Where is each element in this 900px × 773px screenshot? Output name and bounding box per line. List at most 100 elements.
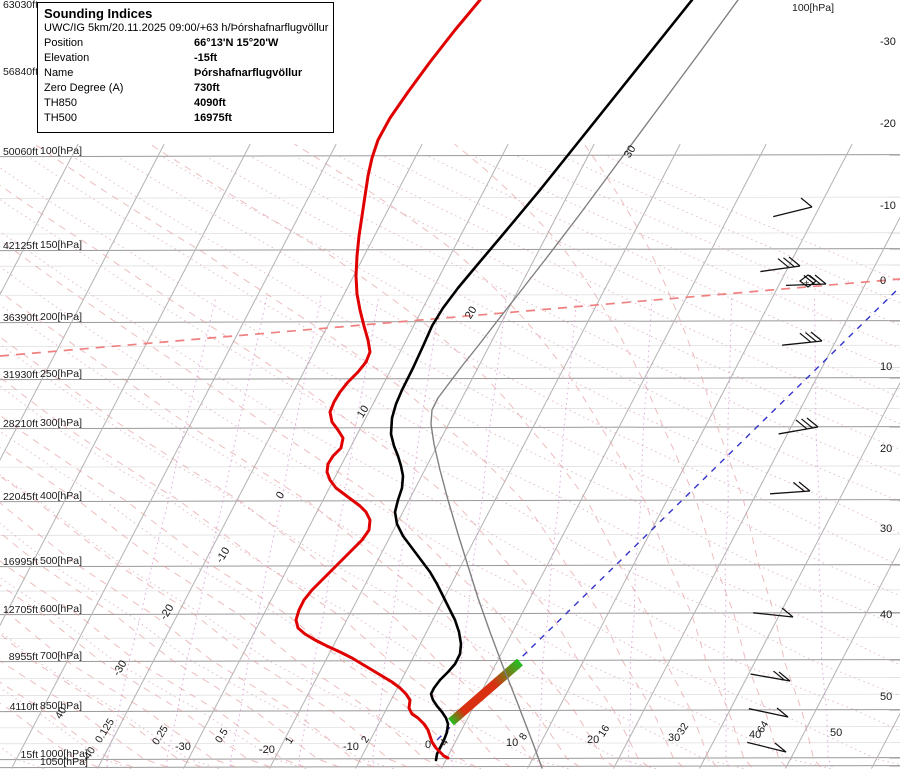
right-temp-label-20: 20 [880,443,893,455]
isotherm-line [699,381,900,769]
pressure-label-400: 400[hPa] [40,490,83,502]
isobar-line [0,426,900,430]
dry-adiabat [427,155,900,373]
isotherm-line [785,547,900,769]
bottom-temp-label-0: 0 [425,739,432,751]
isobar-line [0,564,900,568]
moist-adiabat [0,239,615,768]
bottom-temp-label-10: 10 [506,737,519,749]
dry-adiabat [0,577,307,770]
isotherm-line [0,143,251,627]
dry-adiabat [249,155,900,476]
moist-adiabat [0,660,168,768]
bottom-temp-label--10: -10 [343,741,359,753]
wind-barb [778,417,819,435]
moist-adiabat [0,475,409,768]
right-temp-label-50: 50 [880,691,893,703]
dry-adiabat [605,155,900,282]
isobar-minor [0,533,900,536]
profile-dewpoint [294,0,482,760]
isobar-minor [0,294,900,296]
altitude-label-0: 63030ft [2,0,38,11]
altitude-label-9: 12705ft [2,604,38,616]
isobar-minor [0,196,900,199]
pressure-label-700: 700[hPa] [40,650,83,662]
isobar-line [0,154,900,158]
isobar-minor [0,465,900,468]
dry-adiabat [0,266,900,765]
altitude-label-7: 22045ft [2,491,38,503]
bottom-temp-label-20: 20 [587,734,600,746]
pressure-label-500: 500[hPa] [40,555,83,567]
bottom-temp-label--30: -30 [175,741,191,753]
table-row: Position 66°13'N 15°20'W [42,36,333,51]
pressure-label-250: 250[hPa] [40,368,83,380]
isobar-minor [0,388,900,390]
panel-subtitle: UWC/IG 5km/20.11.2025 09:00/+63 h/Þórsha… [44,22,329,34]
freezing-level-line [0,278,900,357]
isotherm-line [97,143,423,769]
altitude-label-6: 28210ft [2,418,38,430]
profile-parcel [430,0,739,769]
row-value: 4090ft [194,97,226,109]
moist-adiabat [0,184,650,768]
dry-adiabat [27,155,900,629]
isobar-line [0,612,900,616]
moist-adiabat [0,502,374,768]
row-key: Zero Degree (A) [44,82,124,94]
row-key: Elevation [44,52,90,64]
pressure-label-850: 850[hPa] [40,700,83,712]
wind-barb [750,670,791,682]
isobar-minor [0,367,900,369]
isobar-minor [0,589,900,592]
row-key: Name [44,67,74,79]
mixing-ratio-line [230,295,322,768]
mixing-ratio-line [372,295,442,768]
mixing-ratio-line [627,295,653,768]
right-temp-label-30: 30 [880,523,893,535]
pressure-label-1000: 1000[hPa] [40,748,88,760]
altitude-label-11: 4110ft [9,701,38,713]
moist-adiabat [149,143,718,768]
isobar-minor [0,726,900,729]
isotherm-line [613,216,900,769]
table-row: Elevation -15ft [42,51,333,66]
isobar-minor [0,232,900,235]
isobar-minor [0,264,900,267]
row-value: -15ft [194,52,218,64]
wind-barb [770,481,811,495]
panel-title: Sounding Indices [44,6,153,21]
dry-adiabat [0,745,44,770]
altitude-label-12: 15ft [20,749,38,761]
isotherm-line [441,143,767,769]
dry-adiabat [338,155,900,425]
dry-adiabat [0,430,569,770]
right-temp-label--30: -30 [880,36,896,48]
moist-adiabat [0,291,581,768]
altitude-label-1: 56840ft [2,66,38,78]
moist-adiabat [0,607,237,768]
isotherm-line [355,143,681,769]
moist-adiabat [0,681,133,768]
isobar-line [0,757,900,761]
pressure-label-600: 600[hPa] [40,603,83,615]
table-row: TH500 16975ft [42,111,333,126]
altitude-label-5: 31930ft [2,369,38,381]
table-row: TH850 4090ft [42,96,333,111]
mixing-ratio-line [166,295,268,767]
isotherm-line [0,143,165,461]
pressure-label-top-right: 100[hPa] [792,2,835,14]
indices-table: Position 66°13'N 15°20'W Elevation -15ft… [42,36,333,126]
isotherm-line [11,143,337,769]
row-value: Þórshafnarflugvöllur [194,67,303,79]
station-plus: + [804,278,809,288]
isotherm-line [871,712,900,769]
moist-adiabat [294,143,753,768]
right-temp-label--10: -10 [880,200,896,212]
row-value: 16975ft [194,112,232,124]
dry-adiabat [0,343,744,770]
profile-temperature [389,0,694,762]
moist-adiabat [34,143,684,768]
row-key: Position [44,37,84,49]
isobar-line [0,659,900,663]
